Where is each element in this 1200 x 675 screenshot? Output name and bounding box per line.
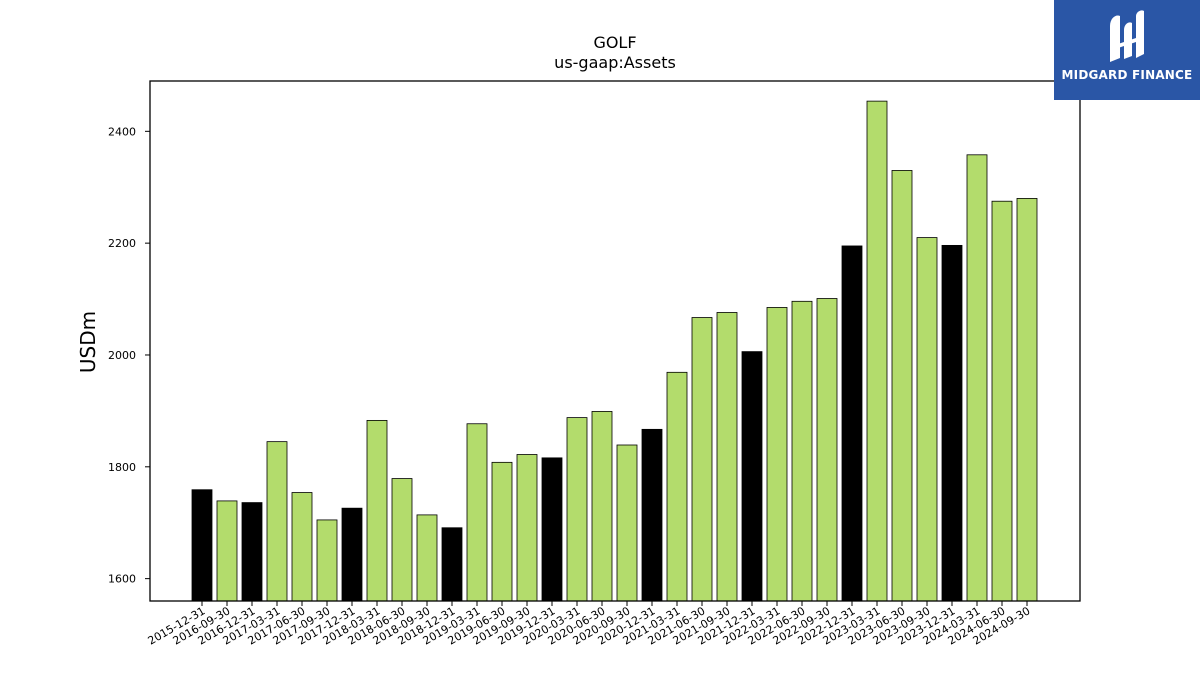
y-tick-label: 2400 <box>108 125 136 138</box>
bar-2020-09-30 <box>616 444 638 602</box>
bar-2022-03-31 <box>766 307 788 602</box>
bar-2018-06-30 <box>391 478 413 602</box>
bar-2023-09-30 <box>916 237 938 602</box>
bar-2021-06-30 <box>691 317 713 602</box>
bar-2021-09-30 <box>716 312 738 602</box>
bar-2024-09-30 <box>1016 198 1038 602</box>
bar-2023-12-31 <box>941 244 963 602</box>
bar-2017-09-30 <box>316 519 338 602</box>
bar-2020-12-31 <box>641 428 663 602</box>
y-tick-label: 1600 <box>108 573 136 586</box>
bar-2019-09-30 <box>516 454 538 602</box>
bar-2019-12-31 <box>541 457 563 602</box>
y-axis-label: USDm <box>76 311 100 373</box>
bar-2018-03-31 <box>366 419 388 602</box>
bar-2023-03-31 <box>866 100 888 602</box>
bar-2021-12-31 <box>741 351 763 602</box>
bar-2018-12-31 <box>441 527 463 602</box>
bar-2020-03-31 <box>566 417 588 602</box>
bar-2022-12-31 <box>841 245 863 602</box>
chart-subtitle: us-gaap:Assets <box>554 53 676 72</box>
bar-2024-03-31 <box>966 154 988 602</box>
bar-2021-03-31 <box>666 371 688 602</box>
y-tick-label: 2200 <box>108 237 136 250</box>
bar-2022-06-30 <box>791 300 813 602</box>
brand-name: MIDGARD FINANCE <box>1061 68 1193 82</box>
bar-2019-06-30 <box>491 461 513 602</box>
bars-group <box>191 100 1038 602</box>
y-tick-label: 1800 <box>108 461 136 474</box>
bar-2024-06-30 <box>991 200 1013 602</box>
bar-2019-03-31 <box>466 423 488 602</box>
brand-mark-icon <box>1110 10 1144 62</box>
y-tick-label: 2000 <box>108 349 136 362</box>
bar-2018-09-30 <box>416 514 438 602</box>
bar-2020-06-30 <box>591 411 613 602</box>
bar-2017-06-30 <box>291 492 313 602</box>
y-axis-ticks: 1600 1800 2000 2200 2400 <box>108 125 150 586</box>
bar-2016-09-30 <box>216 500 238 602</box>
bar-2015-12-31 <box>191 489 213 602</box>
bar-2017-12-31 <box>341 507 363 602</box>
bar-2023-06-30 <box>891 170 913 602</box>
bar-2016-12-31 <box>241 502 263 602</box>
x-axis-ticks: 2015-12-312016-09-302016-12-312017-03-31… <box>146 601 1033 648</box>
chart-title: GOLF <box>593 33 636 52</box>
bar-2022-09-30 <box>816 298 838 602</box>
bar-2017-03-31 <box>266 441 288 602</box>
brand-logo: MIDGARD FINANCE <box>1054 0 1200 100</box>
plot-frame <box>149 80 1081 602</box>
